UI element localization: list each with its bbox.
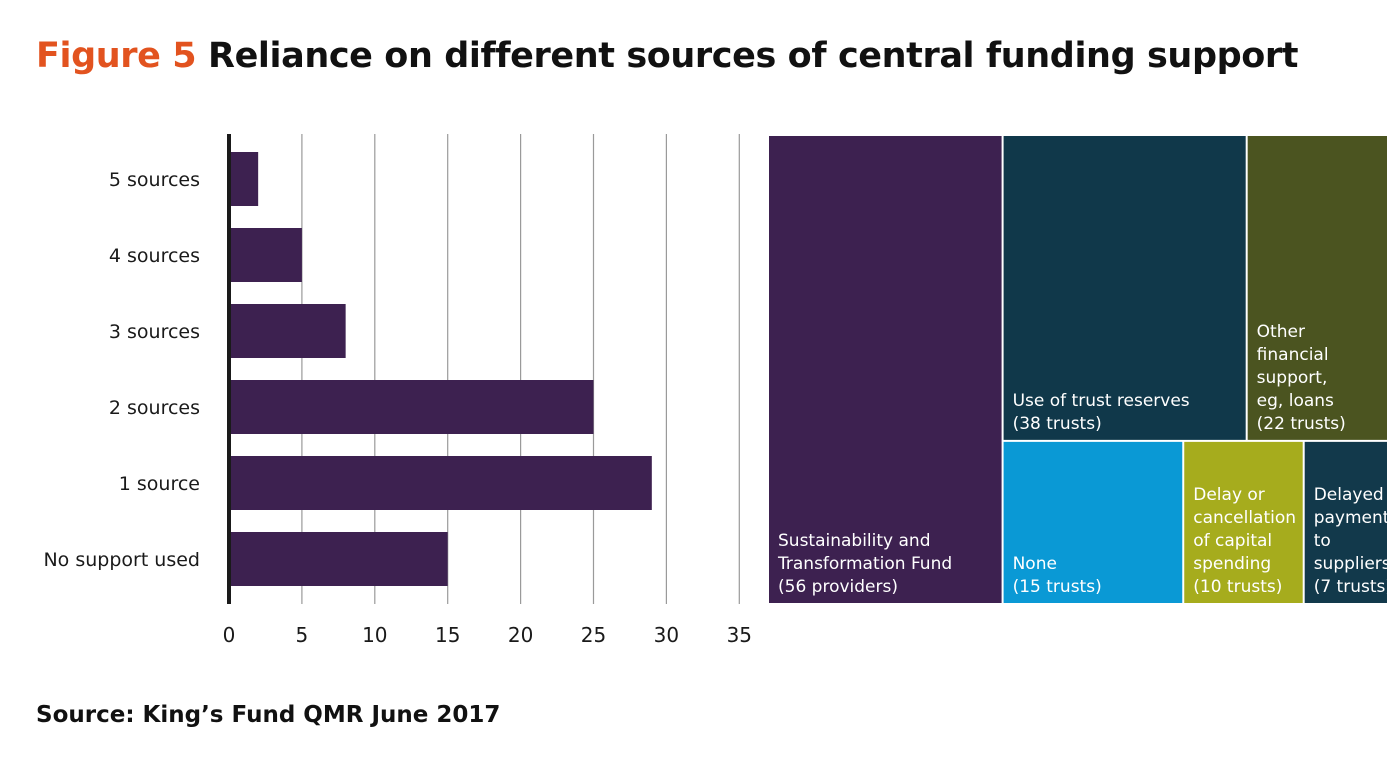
x-tick-label: 25	[581, 623, 606, 647]
bar	[229, 152, 259, 206]
source-note: Source: King’s Fund QMR June 2017	[36, 702, 501, 728]
category-label: 3 sources	[109, 321, 200, 343]
treemap-label: (7 trusts)	[1314, 577, 1392, 597]
treemap-tile	[1003, 136, 1246, 440]
treemap-label: Sustainability and	[778, 531, 931, 551]
treemap-label: (10 trusts)	[1193, 577, 1282, 597]
treemap-label: Delay or	[1193, 485, 1265, 505]
treemap-label: financial	[1257, 345, 1329, 365]
x-tick-label: 15	[435, 623, 460, 647]
treemap-label: to	[1314, 531, 1331, 551]
treemap-label: payment	[1314, 508, 1390, 528]
bar	[229, 532, 448, 586]
bar-chart: 5 sources 4 sources 3 sources 2 sources 1 so…	[43, 134, 752, 647]
category-label: No support used	[43, 549, 200, 571]
treemap-label: (56 providers)	[778, 577, 898, 597]
treemap-label: eg, loans	[1257, 391, 1334, 411]
treemap-label: Use of trust reserves	[1013, 391, 1190, 411]
figure-number: Figure 5	[36, 36, 197, 76]
treemap-label: of capital	[1193, 531, 1272, 551]
x-tick-label: 5	[296, 623, 309, 647]
x-tick-label: 30	[654, 623, 679, 647]
x-tick-label: 20	[508, 623, 533, 647]
figure-title: Figure 5 Reliance on different sources o…	[36, 36, 1299, 76]
category-label: 1 source	[119, 473, 200, 495]
treemap-label: None	[1013, 554, 1057, 574]
treemap-label: support,	[1257, 368, 1328, 388]
bar	[229, 380, 594, 434]
treemap-label: (15 trusts)	[1013, 577, 1102, 597]
category-label: 4 sources	[109, 245, 200, 267]
treemap-tile	[1184, 441, 1303, 603]
category-label: 5 sources	[109, 169, 200, 191]
treemap-tile	[769, 136, 1002, 603]
category-label: 2 sources	[109, 397, 200, 419]
treemap-label: Transformation Fund	[777, 554, 952, 574]
treemap-label: Delayed	[1314, 485, 1384, 505]
treemap-label: cancellation	[1193, 508, 1296, 528]
figure-title-text: Reliance on different sources of central…	[208, 36, 1299, 76]
treemap-label: suppliers	[1314, 554, 1391, 574]
x-tick-label: 35	[727, 623, 752, 647]
x-tick-label: 10	[362, 623, 387, 647]
treemap-tile	[1003, 441, 1183, 603]
treemap-label: Other	[1257, 322, 1305, 342]
treemap-tile	[1247, 136, 1387, 440]
treemap-label: (22 trusts)	[1257, 414, 1346, 434]
bar	[229, 304, 346, 358]
x-tick-label: 0	[223, 623, 236, 647]
treemap-label: (38 trusts)	[1013, 414, 1102, 434]
treemap-tile	[1304, 441, 1387, 603]
bar	[229, 228, 302, 282]
treemap-label: spending	[1193, 554, 1271, 574]
bar	[229, 456, 652, 510]
